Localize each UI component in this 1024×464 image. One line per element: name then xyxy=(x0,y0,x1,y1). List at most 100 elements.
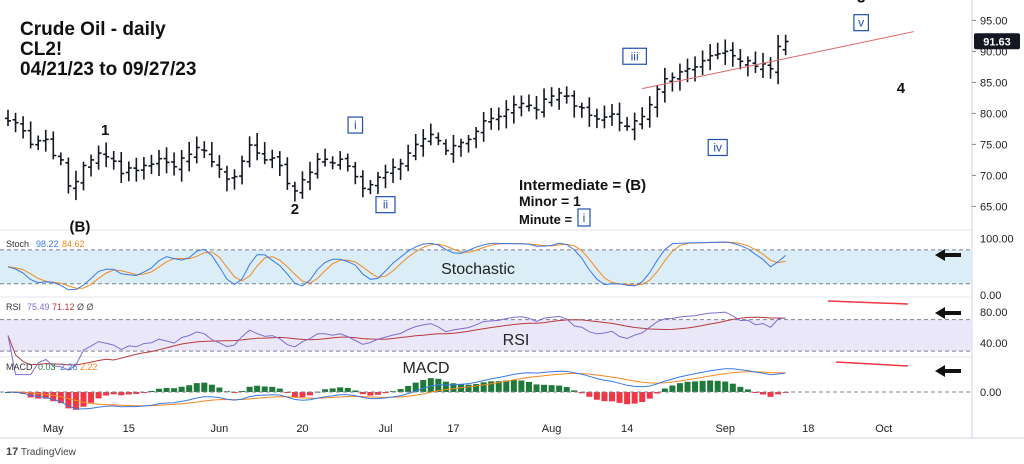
x-tick-label: May xyxy=(43,423,64,435)
x-tick-label: 20 xyxy=(296,423,308,435)
rsi-legend-ma: 71.12 xyxy=(52,302,75,312)
macd-histogram-bar xyxy=(322,389,329,392)
macd-histogram-bar xyxy=(624,392,631,405)
rsi-tick-label: 80.00 xyxy=(980,307,1008,319)
macd-histogram-bar xyxy=(631,392,638,404)
chart-date-range: 04/21/23 to 09/27/23 xyxy=(20,59,197,80)
macd-histogram-bar xyxy=(737,386,744,392)
price-tick-label: 70.00 xyxy=(980,170,1008,182)
macd-histogram-bar xyxy=(352,390,359,392)
last-price-badge xyxy=(974,33,1020,50)
macd-histogram-bar xyxy=(50,392,57,402)
macd-histogram-bar xyxy=(80,392,87,407)
x-tick-label: 17 xyxy=(447,423,459,435)
macd-histogram-bar xyxy=(329,388,336,392)
macd-histogram-bar xyxy=(405,385,412,392)
wave-label-iv: iv xyxy=(713,140,722,154)
macd-histogram-bar xyxy=(548,385,555,392)
macd-histogram-bar xyxy=(420,379,427,392)
macd-histogram-bar xyxy=(125,392,132,395)
macd-histogram-bar xyxy=(533,384,540,392)
macd-tick-label: 0.00 xyxy=(980,387,1001,399)
macd-histogram-bar xyxy=(571,390,578,392)
wave-label-box xyxy=(375,196,396,214)
macd-panel-label: MACD xyxy=(402,360,449,377)
macd-histogram-bar xyxy=(88,392,95,403)
rsi-ma-line xyxy=(7,316,786,366)
stoch-band xyxy=(0,249,972,284)
macd-histogram-bar xyxy=(586,392,593,397)
rsi-arrow-icon xyxy=(935,307,961,319)
macd-histogram-bar xyxy=(261,386,268,392)
macd-histogram-bar xyxy=(163,387,170,392)
macd-histogram-bar xyxy=(510,380,517,392)
macd-histogram-bar xyxy=(767,392,774,397)
macd-histogram-bar xyxy=(495,381,502,392)
rsi-legend-value: 75.49 xyxy=(27,302,50,312)
macd-histogram-bar xyxy=(27,392,34,398)
macd-histogram-bar xyxy=(148,390,155,392)
x-tick-label: Jul xyxy=(378,423,392,435)
macd-histogram-bar xyxy=(65,392,72,409)
macd-signal-line xyxy=(8,371,786,407)
macd-histogram-bar xyxy=(518,380,525,392)
macd-histogram-bar xyxy=(699,380,706,392)
macd-histogram-bar xyxy=(344,388,351,392)
macd-histogram-bar xyxy=(435,378,442,392)
macd-histogram-bar xyxy=(110,392,117,395)
stoch-arrow-icon xyxy=(935,249,961,261)
macd-histogram-bar xyxy=(503,380,510,392)
macd-histogram-bar xyxy=(254,385,261,392)
macd-histogram-bar xyxy=(156,388,162,392)
macd-histogram-bar xyxy=(367,392,374,396)
tradingview-logo-icon: 17 xyxy=(6,446,19,458)
rsi-line xyxy=(7,311,786,376)
macd-histogram-bar xyxy=(95,392,102,399)
tradingview-footer: 17 TradingView xyxy=(6,446,76,458)
stoch-legend-d: 84.62 xyxy=(62,239,85,249)
macd-histogram-bar xyxy=(578,392,585,394)
macd-histogram-bar xyxy=(337,387,344,392)
x-tick-label: Sep xyxy=(715,423,735,435)
macd-histogram-bar xyxy=(276,388,283,392)
chart-title: Crude Oil - daily xyxy=(20,19,166,40)
macd-histogram-bar xyxy=(442,381,449,392)
x-tick-label: 14 xyxy=(621,423,633,435)
macd-histogram-bar xyxy=(269,386,276,392)
macd-histogram-bar xyxy=(299,392,306,398)
chart-symbol: CL2! xyxy=(20,39,63,60)
macd-histogram-bar xyxy=(171,388,178,392)
macd-histogram-bar xyxy=(760,392,766,395)
price-tick-label: 75.00 xyxy=(980,139,1008,151)
legend-intermediate: Intermediate = (B) xyxy=(519,177,646,194)
macd-histogram-bar xyxy=(593,392,600,400)
macd-histogram-bar xyxy=(208,384,215,392)
macd-histogram-bar xyxy=(541,384,548,392)
rsi-divergence-line xyxy=(827,300,909,305)
macd-histogram-bar xyxy=(57,392,64,404)
macd-histogram-bar xyxy=(601,392,608,402)
wave-label-iii: iii xyxy=(631,49,639,63)
macd-histogram-bar xyxy=(669,385,676,392)
macd-histogram-bar xyxy=(714,380,721,392)
x-tick-label: Jun xyxy=(211,423,229,435)
macd-histogram-bar xyxy=(412,382,419,392)
stoch-legend-name: Stoch xyxy=(6,239,29,249)
macd-histogram-bar xyxy=(707,380,714,392)
wave-label-ii: ii xyxy=(383,198,388,212)
legend-minute-box-label: i xyxy=(583,211,586,225)
macd-histogram-bar xyxy=(397,389,404,392)
x-tick-label: 18 xyxy=(802,423,814,435)
price-tick-label: 85.00 xyxy=(980,77,1008,89)
macd-histogram-bar xyxy=(178,386,185,392)
legend-minor: Minor = 1 xyxy=(519,193,581,209)
rsi-legend-name: RSI xyxy=(6,302,21,312)
rsi-legend-extra: Ø Ø xyxy=(77,302,94,312)
macd-legend-hist: 0.03 xyxy=(38,362,56,372)
macd-histogram-bar xyxy=(609,392,615,402)
macd-histogram-bar xyxy=(465,384,472,392)
wave-label-box xyxy=(347,116,364,134)
x-tick-label: Oct xyxy=(875,423,892,435)
